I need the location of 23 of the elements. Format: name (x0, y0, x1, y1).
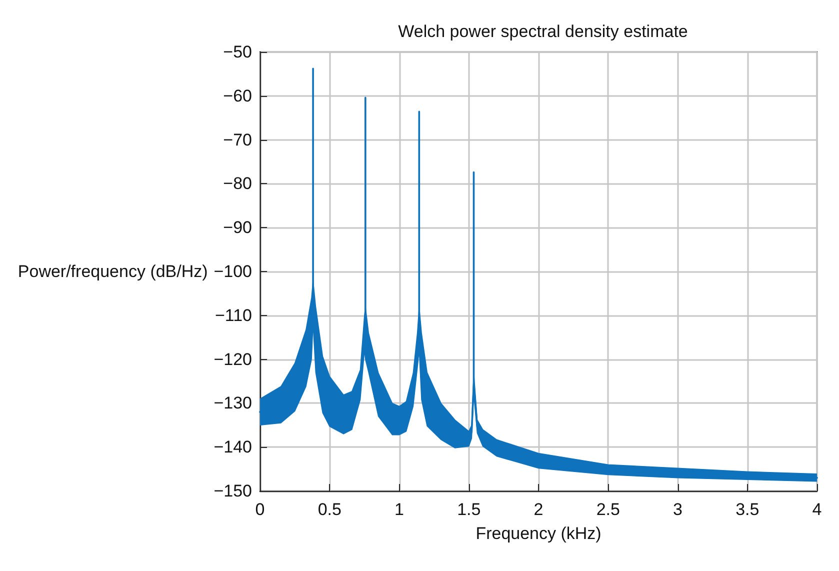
x-tick-label: 2 (534, 500, 544, 519)
y-tick-label: −100 (214, 262, 252, 281)
y-tick-label: −110 (214, 306, 252, 325)
x-tick-label: 2.5 (596, 500, 620, 519)
x-tick-label: 0.5 (318, 500, 342, 519)
y-tick-label: −70 (223, 130, 252, 150)
x-tick-label: 3 (673, 500, 682, 519)
y-tick-label: −140 (214, 438, 252, 457)
x-tick-label: 1 (394, 500, 404, 519)
y-tick-label: −130 (214, 394, 252, 413)
y-tick-label: −50 (223, 42, 252, 62)
x-tick-label: 3.5 (736, 500, 760, 519)
y-tick-label: −90 (223, 218, 252, 238)
x-tick-label: 1.5 (457, 500, 481, 519)
x-tick-label: 4 (812, 500, 822, 519)
y-axis-title: Power/frequency (dB/Hz) (18, 262, 208, 281)
x-tick-label: 0 (255, 500, 265, 519)
y-tick-label: −150 (214, 482, 252, 500)
y-tick-label: −60 (223, 86, 252, 106)
chart-title: Welch power spectral density estimate (398, 22, 688, 41)
y-tick-label: −120 (214, 350, 252, 369)
y-tick-label: −80 (223, 174, 252, 194)
x-axis-title: Frequency (kHz) (476, 524, 602, 543)
